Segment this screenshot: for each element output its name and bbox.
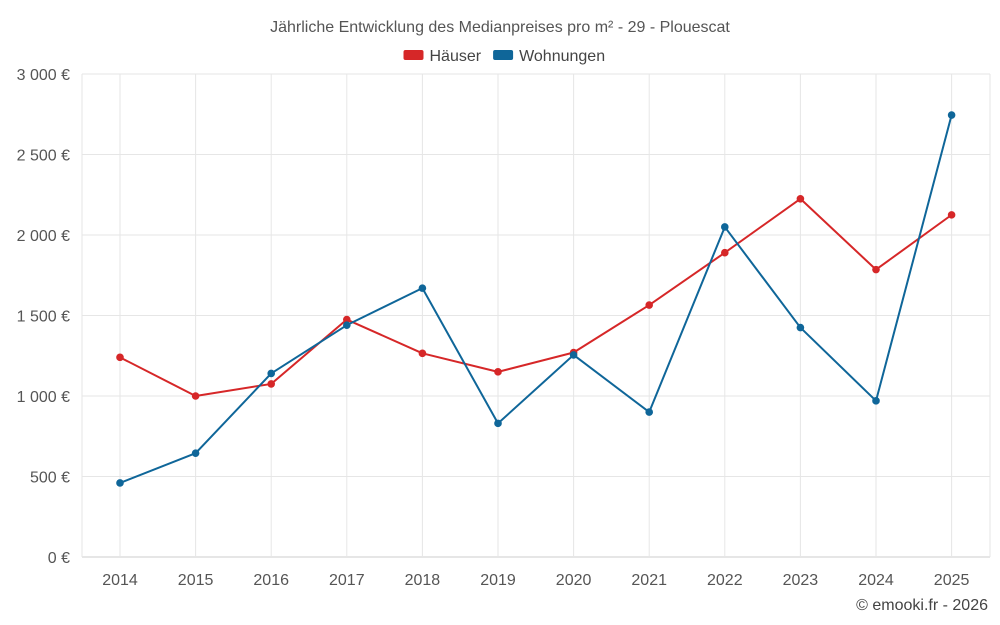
data-point[interactable] xyxy=(116,353,124,362)
series-line xyxy=(119,114,953,484)
x-tick-label: 2015 xyxy=(178,572,214,589)
y-tick-label: 2 000 € xyxy=(17,228,70,245)
series-häuser xyxy=(116,194,956,400)
x-tick-label: 2024 xyxy=(858,572,894,589)
data-point[interactable] xyxy=(796,323,805,332)
x-tick-label: 2023 xyxy=(783,572,819,589)
y-tick-label: 2 500 € xyxy=(17,148,70,165)
x-tick-label: 2017 xyxy=(329,572,365,589)
data-point[interactable] xyxy=(267,369,276,378)
data-point[interactable] xyxy=(947,211,956,219)
data-point[interactable] xyxy=(721,223,729,231)
data-point[interactable] xyxy=(494,368,502,376)
data-point[interactable] xyxy=(191,392,200,400)
y-tick-label: 500 € xyxy=(30,470,70,487)
data-point[interactable] xyxy=(191,449,200,457)
x-tick-label: 2021 xyxy=(631,572,667,589)
series-line xyxy=(119,197,953,397)
legend-label: Wohnungen xyxy=(519,48,605,65)
x-tick-label: 2014 xyxy=(102,572,138,589)
data-point[interactable] xyxy=(796,194,805,203)
legend[interactable]: Häuser Wohnungen xyxy=(403,48,606,65)
data-point[interactable] xyxy=(569,351,578,359)
data-point[interactable] xyxy=(645,408,653,416)
y-tick-label: 0 € xyxy=(48,550,70,567)
x-tick-label: 2020 xyxy=(556,572,592,589)
data-point[interactable] xyxy=(494,419,502,428)
data-point[interactable] xyxy=(343,321,351,329)
data-point[interactable] xyxy=(872,265,880,274)
data-point[interactable] xyxy=(721,248,729,257)
x-tick-label: 2016 xyxy=(253,572,289,589)
x-tick-label: 2018 xyxy=(405,572,441,589)
legend-label: Häuser xyxy=(430,48,482,65)
x-tick-label: 2022 xyxy=(707,572,743,589)
x-tick-label: 2019 xyxy=(480,572,516,589)
x-tick-label: 2025 xyxy=(934,572,970,589)
data-point[interactable] xyxy=(645,301,653,309)
data-point[interactable] xyxy=(418,349,427,358)
data-point[interactable] xyxy=(947,111,956,119)
data-point[interactable] xyxy=(872,397,880,405)
y-axis: 0 € 500 € 1 000 € 1 500 € 2 000 € 2 500 € 3 00… xyxy=(17,67,70,567)
legend-swatch xyxy=(493,50,514,60)
series-layer xyxy=(116,111,956,487)
legend-swatch xyxy=(403,50,424,60)
legend-item-wohnungen[interactable]: Wohnungen xyxy=(493,48,605,65)
data-point[interactable] xyxy=(418,284,427,292)
legend-item-häuser[interactable]: Häuser xyxy=(403,48,482,65)
y-tick-label: 1 000 € xyxy=(17,389,70,406)
data-point[interactable] xyxy=(343,315,351,324)
y-tick-label: 3 000 € xyxy=(17,67,70,84)
x-axis: 2014 2015 2016 2017 2018 2019 2020 2021 2022 2023… xyxy=(102,572,969,589)
grid xyxy=(81,73,991,558)
data-point[interactable] xyxy=(267,380,276,388)
y-tick-label: 1 500 € xyxy=(17,309,70,326)
credit-text: © emooki.fr - 2026 xyxy=(856,597,988,614)
chart-title: Jährliche Entwicklung des Medianpreises … xyxy=(270,19,730,36)
data-point[interactable] xyxy=(116,479,124,487)
series-wohnungen xyxy=(116,111,956,487)
